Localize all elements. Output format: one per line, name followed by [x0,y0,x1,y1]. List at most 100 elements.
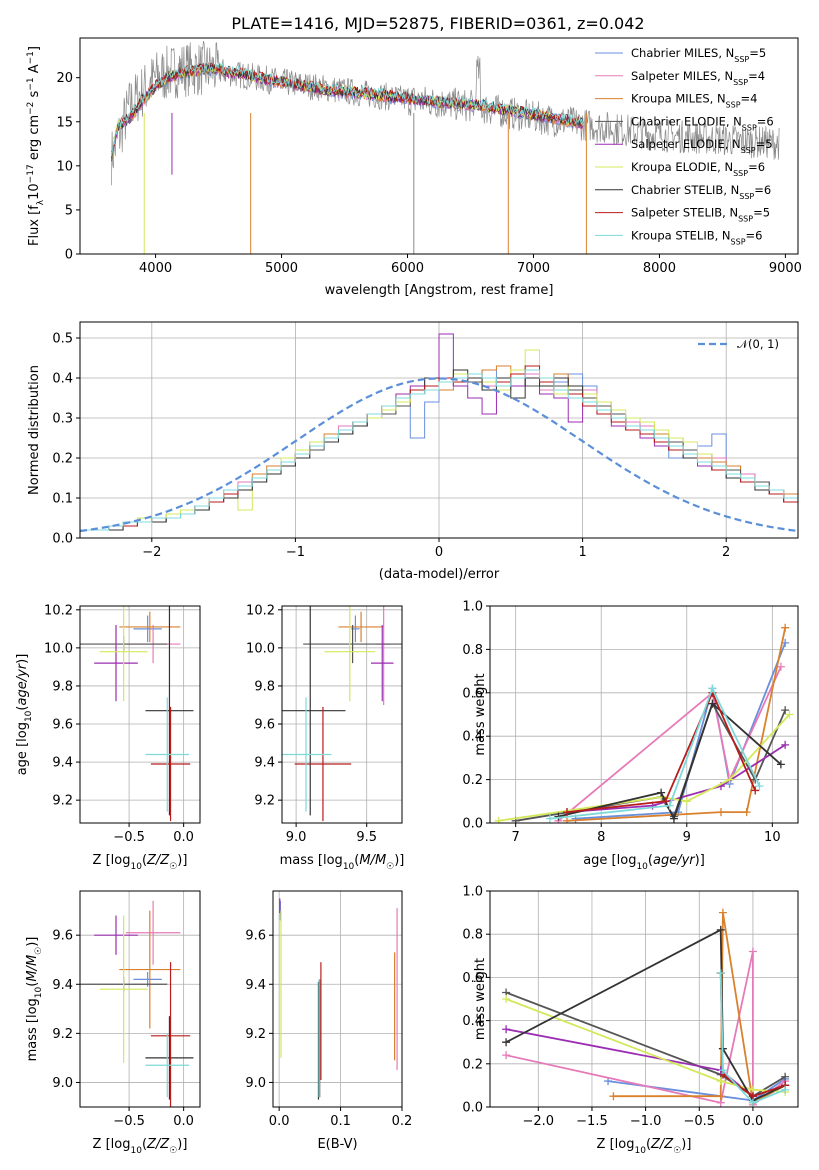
legend-label-salpeter-elodie: Salpeter ELODIE, NSSP=5 [631,137,773,155]
weight-marker [708,699,717,708]
y-tick-label: 9.0 [52,1076,73,1091]
y-tick-label: 9.8 [254,679,275,694]
plot-area [111,40,780,254]
errorbar-kroupa-elodie [99,915,148,1063]
weight-marker [776,662,785,671]
axes-frame [79,37,799,255]
x-tick-label: 9 [683,830,691,845]
histogram-salpeter-miles [80,373,798,538]
errorbar-chabrier-miles [133,615,162,643]
plot-area [490,891,798,1107]
weight-marker [718,1066,727,1075]
y-tick-label: 9.2 [52,794,73,809]
panel-mass-weight-vs-Z: −2.0 −1.5 −1.0 −0.5 0.0 0.0 0.2 0.4 0.6 0.8 1.0 Z [… [462,885,799,1156]
x-axis-label: E(B-V) [317,1137,357,1152]
y-tick-label: 10.2 [246,603,275,618]
errorbar-kroupa-stelib [145,697,190,812]
plot-area [80,322,798,538]
weight-marker [748,1098,757,1107]
y-tick-label: 9.6 [254,718,275,733]
spectrum-legend: Chabrier MILES, NSSP=5 Salpeter MILES, NS… [595,46,774,246]
x-tick-label: 5000 [265,261,298,276]
errorbar-kroupa-elodie [99,606,148,702]
panel-spectrum: 4000 5000 6000 7000 8000 9000 0 5 10 15 20 Chabrier… [26,37,802,298]
y-tick-label: 0.5 [52,332,73,347]
y-tick-label: 15 [56,115,73,130]
errorbar-kroupa-elodie [324,606,376,702]
weight-line [549,686,761,820]
errorbar-salpeter-elodie [94,625,138,702]
weight-marker [661,797,670,806]
weight-line [557,666,782,822]
weight-marker [776,760,785,769]
y-tick-label: 0.2 [462,1057,483,1072]
weight-line [566,690,757,813]
legend-label-chabrier-elodie: Chabrier ELODIE, NSSP=6 [631,114,774,131]
y-tick-label: 9.0 [245,1076,266,1091]
y-tick-label: 9.4 [254,756,275,771]
weight-marker [718,908,727,917]
errorbar-kroupa-stelib [282,697,332,812]
weight-marker [785,710,794,719]
errorbar-chabrier-elodie [303,625,402,664]
x-tick-label: 10 [764,830,781,845]
weight-marker [609,1092,618,1101]
weight-marker [755,782,764,791]
legend-label-kroupa-miles: Kroupa MILES, NSSP=4 [631,92,757,110]
plot-area [80,606,200,823]
legend-label-kroupa-stelib: Kroupa STELIB, NSSP=6 [631,228,762,246]
y-tick-label: 10.2 [44,603,73,618]
y-tick-label: 9.6 [52,929,73,944]
y-tick-label: 1.0 [462,600,483,615]
y-tick-label: 9.2 [245,1027,266,1042]
y-tick-label: 0.4 [462,730,483,745]
plot-area [273,891,402,1107]
x-tick-label: −1 [286,545,305,560]
y-tick-label: 5 [65,203,73,218]
x-tick-label: 0.0 [173,1114,194,1129]
panel-mass-weight-vs-age: 7 8 9 10 0.0 0.2 0.4 0.6 0.8 1.0 age [log10(age/yr… [462,600,799,872]
legend-label-salpeter-stelib: Salpeter STELIB, NSSP=5 [631,206,770,224]
weight-marker [657,788,666,797]
x-tick-label: 7000 [517,261,550,276]
weight-marker [682,797,691,806]
y-tick-label: 0.4 [52,372,73,387]
axes-frame [281,605,403,824]
y-tick-label: 9.2 [52,1027,73,1042]
y-tick-label: 0.0 [462,817,483,832]
x-tick-label: −0.5 [113,830,145,845]
x-tick-label: 9.5 [356,830,377,845]
y-axis-label: mass [log10(M/M☉)] [25,937,44,1062]
errorbar-kroupa-miles [338,611,384,643]
errorbar-kroupa-miles [119,611,181,643]
errorbar-salpeter-stelib [150,962,191,1107]
y-tick-label: 0.8 [462,928,483,943]
errorbar-salpeter-elodie [370,625,394,702]
x-axis-label: (data-model)/error [379,567,500,582]
weight-marker [669,814,678,823]
x-tick-label: 0.2 [392,1114,413,1129]
weight-marker [502,1025,511,1034]
weight-marker [563,808,571,817]
errorbar-salpeter-stelib [150,706,191,822]
y-tick-label: 0.0 [462,1101,483,1116]
y-tick-label: 9.4 [52,756,73,771]
y-tick-label: 10 [56,159,73,174]
x-axis-label: Z [log10(Z/Z☉)] [93,853,188,872]
y-axis-label: Normed distribution [27,365,42,495]
panel-residual-distribution: −2 −1 0 1 2 0.0 0.1 0.2 0.3 0.4 0.5 𝒩(0, 1) (data-mo… [27,321,799,582]
legend-label-chabrier-miles: Chabrier MILES, NSSP=5 [631,46,766,64]
y-tick-label: 1.0 [462,885,483,900]
axes-frame [489,605,799,824]
x-tick-label: −1.0 [630,1114,662,1129]
weight-marker [502,995,511,1003]
normal-curve-line [80,377,798,533]
y-tick-label: 9.6 [52,718,73,733]
weight-marker [665,801,674,810]
x-axis-label: Z [log10(Z/Z☉)] [93,1137,188,1156]
x-tick-label: −2.0 [523,1114,555,1129]
x-tick-label: 6000 [391,261,424,276]
weight-marker [563,816,571,823]
errorbar-salpeter-stelib [294,706,352,822]
